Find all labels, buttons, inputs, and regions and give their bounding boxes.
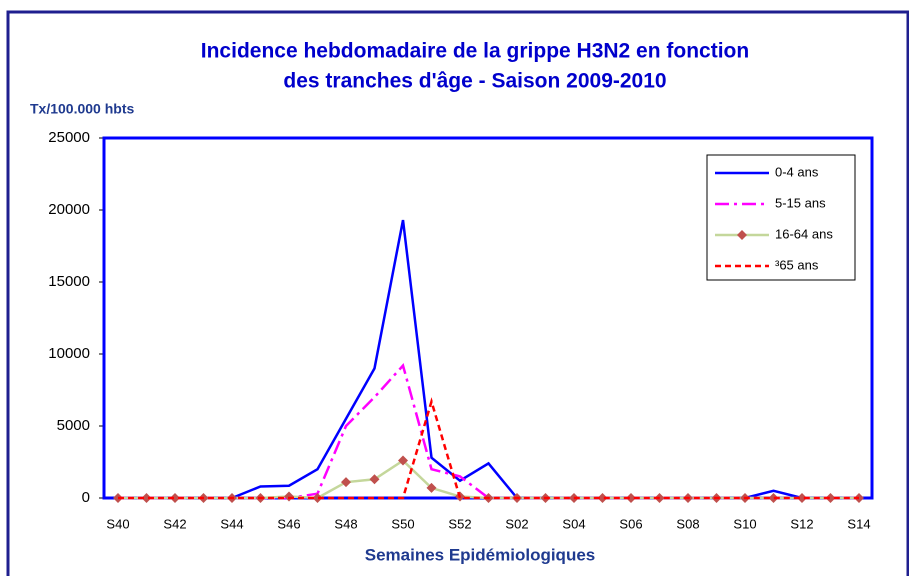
- title: des tranches d'âge - Saison 2009-2010: [283, 70, 666, 93]
- marker: [369, 474, 380, 485]
- y-tick-label: 10000: [48, 345, 90, 362]
- legend-label: 0-4 ans: [775, 164, 819, 179]
- frame: [6, 10, 909, 576]
- x-tick-label: S08: [676, 516, 699, 531]
- x-tick-label: S14: [847, 516, 870, 531]
- x-tick-label: S12: [790, 516, 813, 531]
- x-axis-label: Semaines Epidémiologiques: [365, 545, 596, 564]
- y-axis-label: Tx/100.000 hbts: [30, 101, 134, 117]
- legend-label: ³65 ans: [775, 257, 819, 272]
- marker: [797, 493, 807, 503]
- x-tick-label: S40: [106, 516, 129, 531]
- legend-label: 5-15 ans: [775, 195, 826, 210]
- marker: [426, 482, 437, 493]
- x-tick-label: S46: [277, 516, 300, 531]
- legend-label: 16-64 ans: [775, 226, 833, 241]
- marker: [170, 493, 180, 503]
- marker: [768, 493, 779, 503]
- y-tick-label: 0: [82, 489, 90, 506]
- x-tick-label: S10: [733, 516, 756, 531]
- marker: [825, 493, 836, 503]
- title: Incidence hebdomadaire de la grippe H3N2…: [201, 40, 749, 63]
- x-tick-label: S42: [163, 516, 186, 531]
- legend-marker: [737, 230, 747, 240]
- marker: [341, 477, 351, 488]
- marker: [141, 493, 152, 503]
- y-tick-label: 25000: [48, 129, 90, 146]
- x-tick-label: S06: [619, 516, 642, 531]
- series-line: [118, 397, 859, 500]
- x-tick-label: S44: [220, 516, 243, 531]
- marker: [312, 493, 323, 503]
- y-tick-label: 20000: [48, 201, 90, 218]
- legend: [706, 154, 856, 281]
- x-tick-label: S02: [505, 516, 528, 531]
- x-tick-label: S50: [391, 516, 414, 531]
- marker: [597, 493, 608, 503]
- marker: [626, 493, 636, 503]
- x-tick-label: S04: [562, 516, 585, 531]
- x-tick-label: S48: [334, 516, 357, 531]
- y-tick-label: 5000: [57, 417, 90, 434]
- y-tick-label: 15000: [48, 273, 90, 290]
- marker: [398, 455, 408, 466]
- x-tick-label: S52: [448, 516, 471, 531]
